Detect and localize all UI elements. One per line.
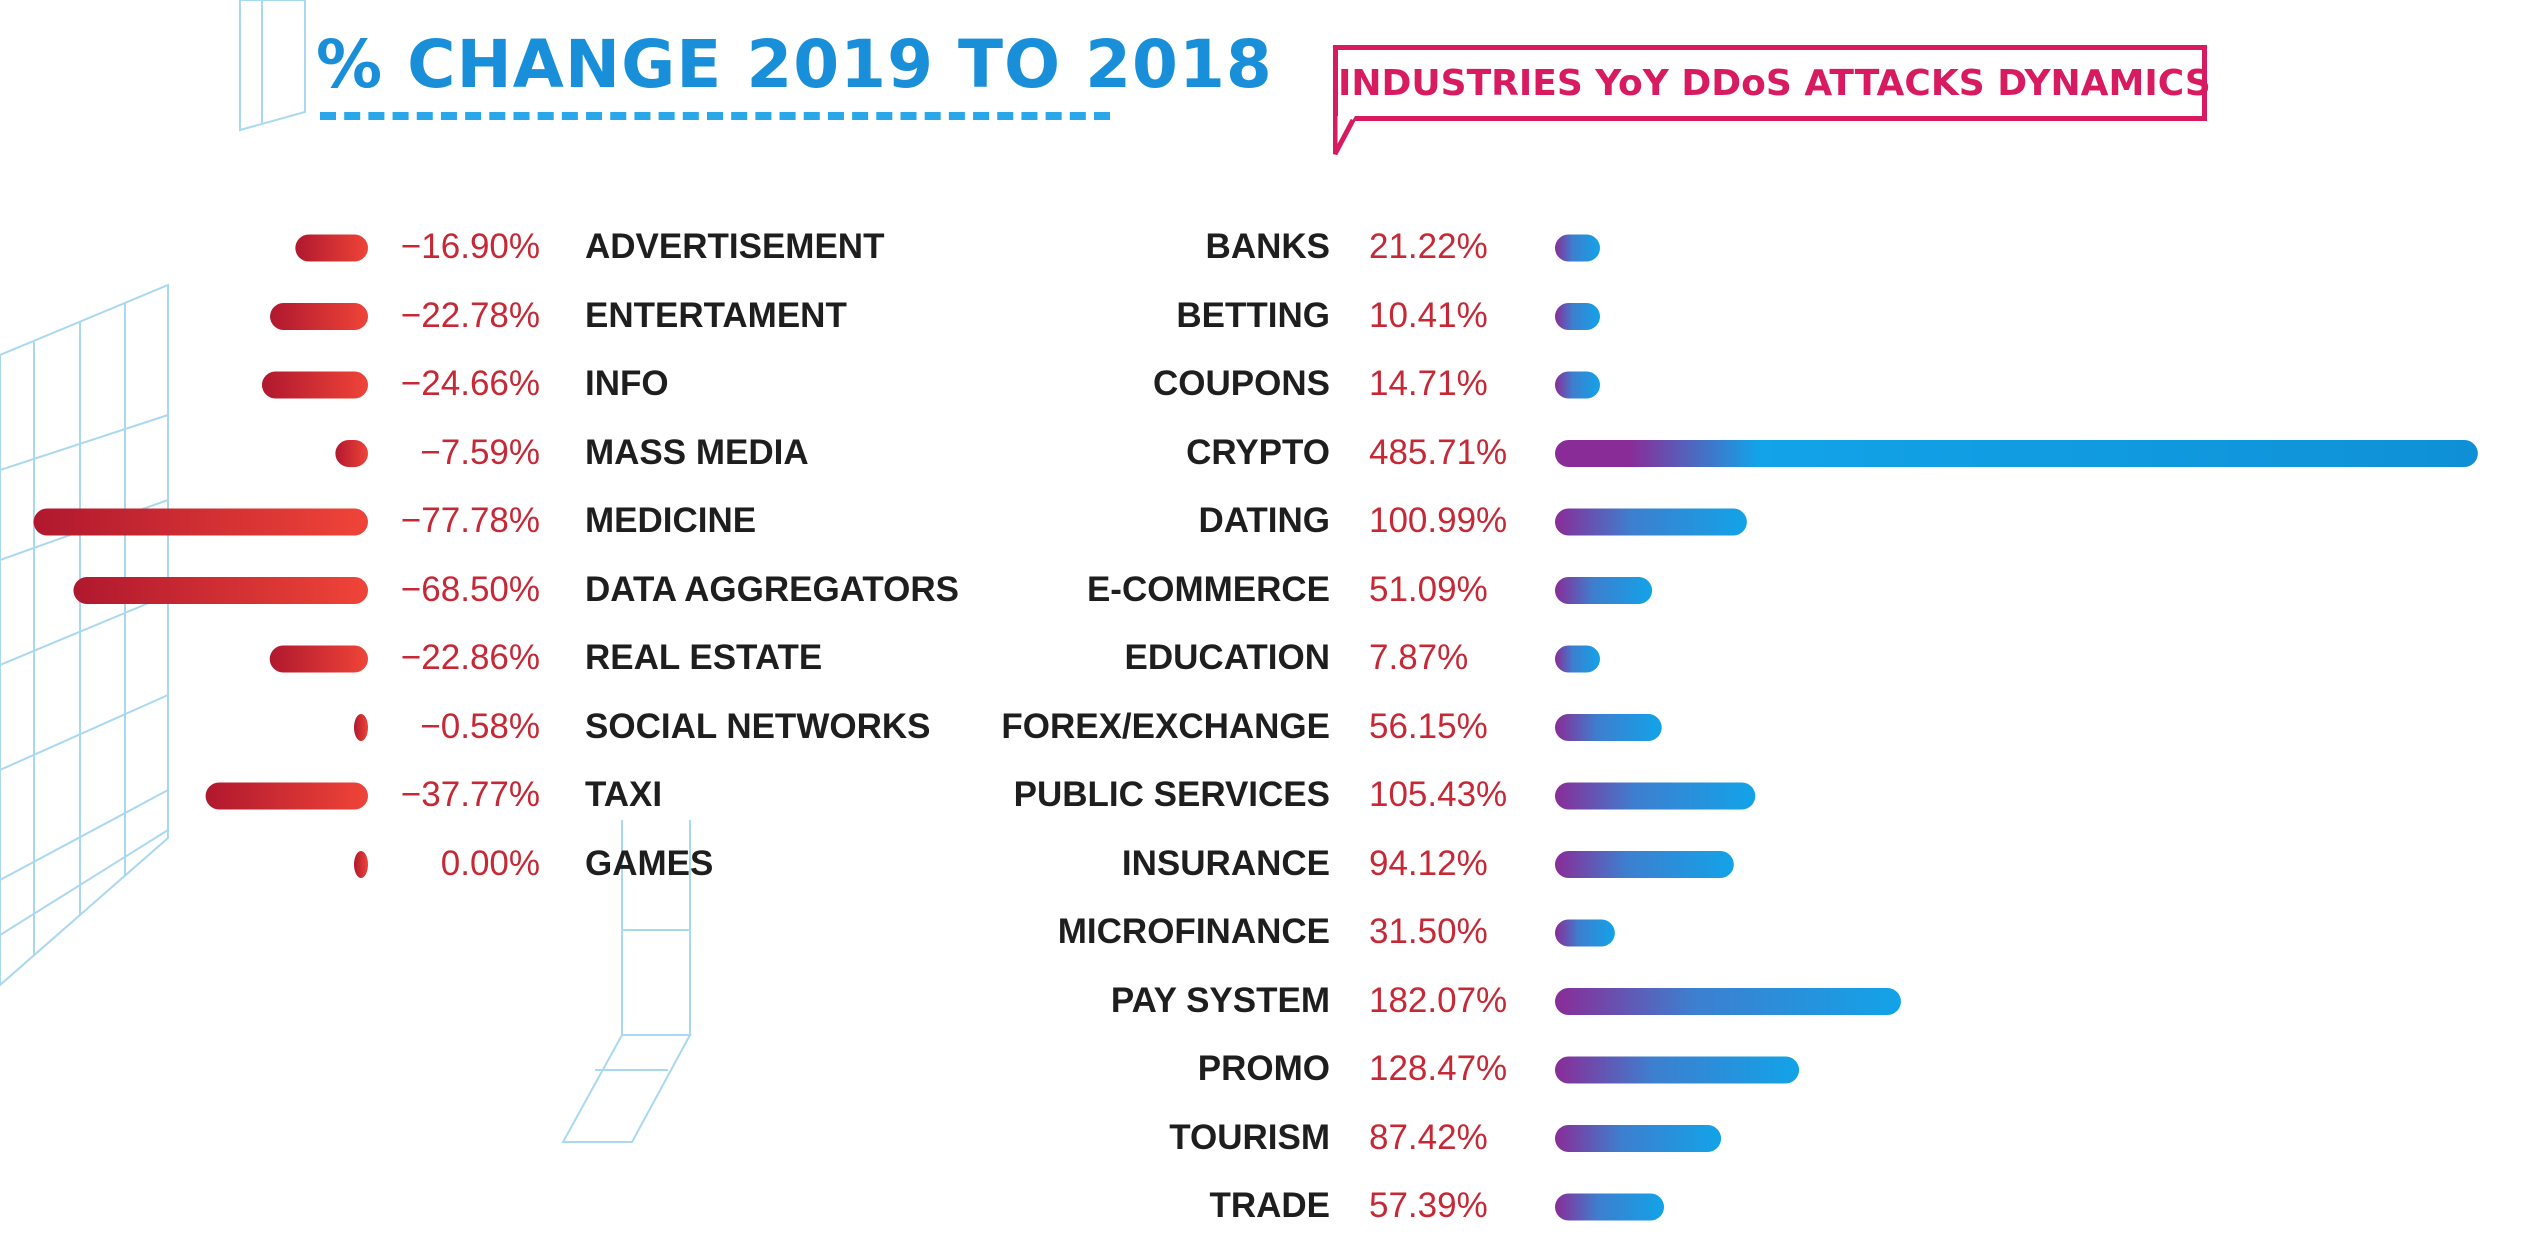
value-label: −77.78% (400, 501, 540, 540)
negative-bar (354, 714, 368, 741)
positive-bar (1555, 1193, 1665, 1221)
category-label: PUBLIC SERVICES (1013, 775, 1330, 814)
value-label: 10.41% (1369, 295, 1488, 335)
value-label: 21.22% (1369, 227, 1488, 266)
category-label: DATING (1198, 501, 1330, 540)
positive-bar (1555, 508, 1747, 536)
value-label: 100.99% (1369, 501, 1508, 540)
category-label: PAY SYSTEM (1110, 980, 1330, 1020)
category-label: INSURANCE (1121, 843, 1330, 883)
value-label: −37.77% (400, 775, 540, 814)
value-label: −0.58% (420, 706, 540, 746)
category-label: ADVERTISEMENT (585, 227, 885, 266)
value-label: 485.71% (1369, 432, 1508, 472)
negative-bar (205, 782, 368, 810)
positive-bar (1555, 577, 1653, 604)
positive-bar (1555, 440, 2478, 467)
value-label: 128.47% (1369, 1049, 1508, 1088)
negative-bar (354, 851, 368, 878)
category-label: MEDICINE (585, 501, 757, 540)
positive-bar (1555, 919, 1615, 947)
category-label: BETTING (1176, 295, 1330, 335)
value-label: 51.09% (1369, 569, 1488, 609)
category-label: GAMES (585, 843, 714, 883)
value-label: 56.15% (1369, 706, 1488, 746)
category-label: COUPONS (1153, 364, 1330, 403)
positive-bar (1555, 1056, 1800, 1084)
value-label: 31.50% (1369, 912, 1488, 951)
value-label: −22.78% (400, 295, 540, 335)
positive-bar (1555, 851, 1734, 878)
title-underline (320, 112, 1110, 120)
right-chart-title: INDUSTRIES YoY DDoS ATTACKS DYNAMICS (1338, 63, 2211, 104)
negative-bar (269, 645, 368, 673)
category-label: INFO (585, 364, 669, 403)
category-label: DATA AGGREGATORS (585, 569, 959, 609)
positive-bar (1555, 1125, 1722, 1152)
value-label: −16.90% (400, 227, 540, 266)
category-label: FOREX/EXCHANGE (1001, 706, 1330, 746)
value-label: −7.59% (420, 432, 540, 472)
positive-bar (1555, 645, 1600, 673)
callout-tail (1333, 116, 1356, 156)
value-label: −22.86% (400, 638, 540, 677)
value-label: 7.87% (1369, 638, 1469, 677)
category-label: CRYPTO (1186, 432, 1330, 472)
negative-bar (73, 577, 368, 604)
value-label: −24.66% (400, 364, 540, 403)
value-label: 105.43% (1369, 775, 1508, 814)
positive-bar (1555, 371, 1600, 399)
category-label: REAL ESTATE (585, 638, 823, 677)
value-label: 14.71% (1369, 364, 1488, 403)
negative-bar (295, 234, 368, 262)
positive-bar (1555, 988, 1901, 1015)
negative-bar (33, 508, 369, 536)
category-label: EDUCATION (1124, 638, 1330, 677)
positive-bar (1555, 714, 1662, 741)
negative-bar (335, 440, 368, 467)
category-label: PROMO (1197, 1049, 1330, 1088)
value-label: −68.50% (400, 569, 540, 609)
value-label: 182.07% (1369, 980, 1508, 1020)
positive-bar (1555, 303, 1600, 330)
category-label: TAXI (585, 775, 663, 814)
category-label: TOURISM (1169, 1117, 1330, 1157)
value-label: 57.39% (1369, 1186, 1488, 1225)
category-label: TRADE (1209, 1186, 1330, 1225)
category-label: E-COMMERCE (1086, 569, 1330, 609)
positive-bar (1555, 782, 1756, 810)
value-label: 87.42% (1369, 1117, 1488, 1157)
category-label: MASS MEDIA (585, 432, 809, 472)
value-label: 0.00% (440, 843, 540, 883)
right-chart-title-callout: INDUSTRIES YoY DDoS ATTACKS DYNAMICS (1333, 45, 2211, 121)
left-chart-title: % CHANGE 2019 TO 2018 (316, 26, 1273, 103)
category-label: ENTERTAMENT (585, 295, 847, 335)
negative-bar (270, 303, 368, 330)
category-label: MICROFINANCE (1057, 912, 1330, 951)
value-label: 94.12% (1369, 843, 1488, 883)
category-label: SOCIAL NETWORKS (585, 706, 931, 746)
category-label: BANKS (1205, 227, 1330, 266)
negative-bar (261, 371, 368, 399)
positive-bar (1555, 234, 1600, 262)
